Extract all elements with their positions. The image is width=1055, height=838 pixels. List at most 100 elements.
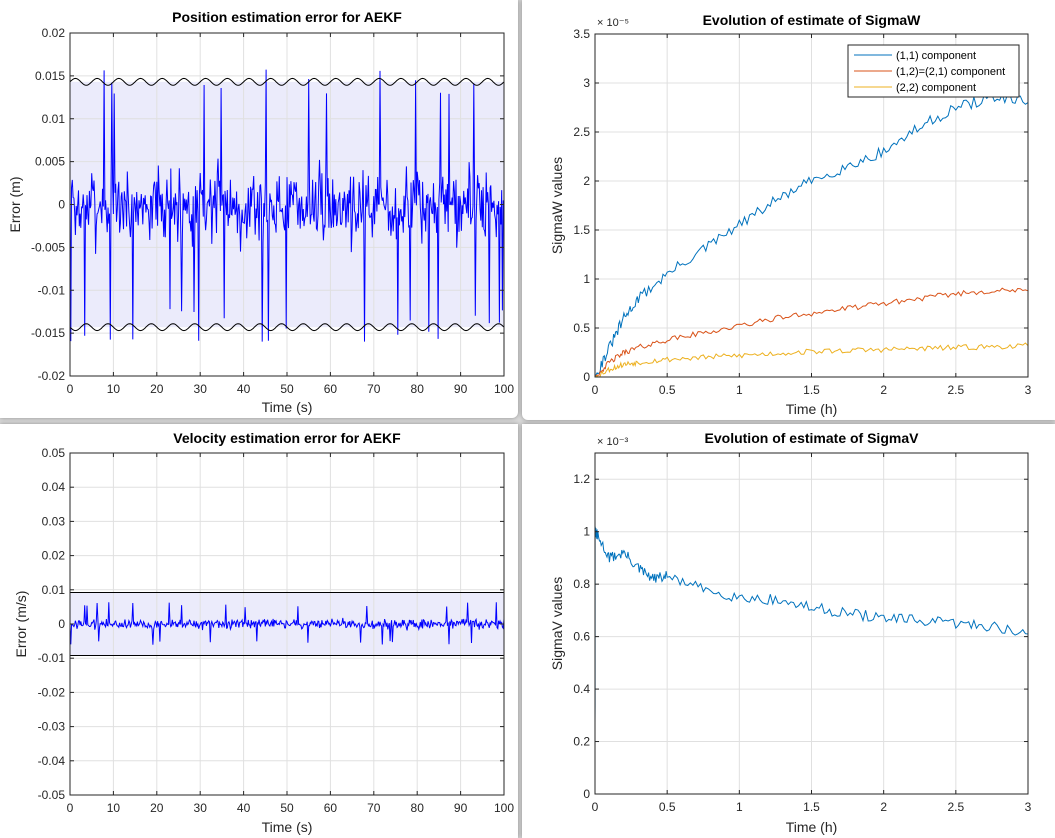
y-tick-label: -0.005 xyxy=(31,240,65,254)
y-tick-label: 0.6 xyxy=(573,630,590,644)
x-tick-label: 50 xyxy=(280,801,294,815)
legend-label-2: (1,2)=(2,1) component xyxy=(896,66,1005,78)
x-tick-label: 20 xyxy=(150,382,164,396)
y-tick-label: 3 xyxy=(583,76,590,90)
y-axis-label: Error (m/s) xyxy=(13,591,29,658)
x-tick-label: 70 xyxy=(367,801,381,815)
series-line-1 xyxy=(594,526,1029,794)
x-tick-label: 0 xyxy=(67,801,74,815)
legend-label-1: (1,1) component xyxy=(896,50,976,62)
series-line-3 xyxy=(594,342,1029,378)
series-line-2 xyxy=(594,287,1029,378)
error-trace xyxy=(69,69,505,342)
y-tick-label: -0.01 xyxy=(38,651,66,665)
y-tick-label: 0.02 xyxy=(42,26,66,40)
y-axis-label: SigmaV values xyxy=(549,577,565,670)
y-tick-label: 1 xyxy=(583,272,590,286)
x-tick-label: 50 xyxy=(280,382,294,396)
x-tick-label: 70 xyxy=(367,382,381,396)
y-exponent-label: × 10⁻⁵ xyxy=(597,17,629,29)
x-axis-label: Time (s) xyxy=(262,819,313,835)
x-tick-label: 0 xyxy=(592,800,599,814)
y-tick-label: 0.005 xyxy=(35,155,65,169)
error-trace xyxy=(69,602,505,645)
upper-bound-line xyxy=(69,77,505,86)
y-tick-label: 0.03 xyxy=(42,514,66,528)
y-tick-label: 0.01 xyxy=(42,583,66,597)
y-tick-label: 0.8 xyxy=(573,577,590,591)
x-tick-label: 30 xyxy=(194,382,208,396)
y-tick-label: -0.01 xyxy=(38,283,66,297)
x-tick-label: 30 xyxy=(194,801,208,815)
x-tick-label: 1.5 xyxy=(803,383,820,397)
x-tick-label: 1 xyxy=(736,800,743,814)
y-tick-label: 2.5 xyxy=(573,125,590,139)
legend: (1,1) component (1,2)=(2,1) component (2,2… xyxy=(847,44,1020,98)
y-axis-label: Error (m) xyxy=(7,177,23,233)
x-tick-label: 40 xyxy=(237,382,251,396)
y-tick-label: 0.4 xyxy=(573,682,590,696)
y-tick-label: 0.05 xyxy=(42,446,66,460)
x-tick-label: 40 xyxy=(237,801,251,815)
series-line-1 xyxy=(594,93,1029,378)
x-tick-label: 2.5 xyxy=(947,800,964,814)
x-tick-label: 100 xyxy=(494,801,514,815)
x-tick-label: 3 xyxy=(1025,383,1032,397)
x-tick-label: 60 xyxy=(324,382,338,396)
x-tick-label: 2.5 xyxy=(947,383,964,397)
position-error-panel: 0 10 20 30 40 50 60 70 80 90 100 -0.02 -0.015 -0.01 -0… xyxy=(0,0,518,418)
x-tick-label: 60 xyxy=(324,801,338,815)
y-tick-label: -0.04 xyxy=(38,754,66,768)
y-tick-label: 2 xyxy=(583,174,590,188)
y-tick-label: 0 xyxy=(58,198,65,212)
x-tick-label: 90 xyxy=(454,801,468,815)
sigmav-chart: 0 0.5 1 1.5 2 2.5 3 0 0.2 0.4 0.6 0.8 1 1.2 × 10⁻³ Evol… xyxy=(549,430,1032,835)
x-tick-label: 0 xyxy=(67,382,74,396)
y-tick-label: 1 xyxy=(583,525,590,539)
y-axis-label: SigmaW values xyxy=(549,157,565,254)
velocity-error-panel: 0 10 20 30 40 50 60 70 80 90 100 -0.05 -0.04 -0.03 -0.… xyxy=(0,424,518,838)
y-tick-label: 0.01 xyxy=(42,112,66,126)
velocity-error-chart: 0 10 20 30 40 50 60 70 80 90 100 -0.05 -0.04 -0.03 -0.… xyxy=(13,430,514,835)
x-tick-label: 0.5 xyxy=(659,800,676,814)
y-tick-label: 0.5 xyxy=(573,321,590,335)
x-tick-label: 2 xyxy=(880,800,887,814)
y-tick-label: 0.04 xyxy=(42,480,66,494)
x-tick-label: 10 xyxy=(107,801,121,815)
sigmav-panel: 0 0.5 1 1.5 2 2.5 3 0 0.2 0.4 0.6 0.8 1 1.2 × 10⁻³ Evol… xyxy=(522,424,1055,838)
x-tick-label: 80 xyxy=(411,801,425,815)
position-error-chart: 0 10 20 30 40 50 60 70 80 90 100 -0.02 -0.015 -0.01 -0… xyxy=(7,9,514,415)
y-tick-label: 1.5 xyxy=(573,223,590,237)
chart-title: Position estimation error for AEKF xyxy=(172,9,402,25)
x-tick-label: 80 xyxy=(411,382,425,396)
x-tick-label: 1 xyxy=(736,383,743,397)
y-tick-label: 0.015 xyxy=(35,69,65,83)
y-tick-label: 0.2 xyxy=(573,735,590,749)
y-tick-label: 3.5 xyxy=(573,27,590,41)
y-tick-label: -0.05 xyxy=(38,788,66,802)
legend-label-3: (2,2) component xyxy=(896,82,976,94)
y-tick-label: -0.015 xyxy=(31,326,65,340)
y-tick-label: -0.03 xyxy=(38,720,66,734)
chart-title: Evolution of estimate of SigmaW xyxy=(703,12,922,28)
y-tick-label: -0.02 xyxy=(38,685,66,699)
chart-title: Evolution of estimate of SigmaV xyxy=(705,430,920,446)
y-tick-label: 0 xyxy=(583,787,590,801)
x-tick-label: 2 xyxy=(880,383,887,397)
sigmaw-panel: 0 0.5 1 1.5 2 2.5 3 0 0.5 1 1.5 2 2.5 3 3.5 × 10⁻⁵ Evolu… xyxy=(522,0,1055,420)
x-axis-label: Time (h) xyxy=(786,819,838,835)
y-exponent-label: × 10⁻³ xyxy=(597,436,629,448)
x-tick-label: 90 xyxy=(454,382,468,396)
chart-title: Velocity estimation error for AEKF xyxy=(173,430,401,446)
sigmaw-chart: 0 0.5 1 1.5 2 2.5 3 0 0.5 1 1.5 2 2.5 3 3.5 × 10⁻⁵ Evolu… xyxy=(549,12,1032,417)
x-axis-label: Time (s) xyxy=(262,399,313,415)
x-tick-label: 0 xyxy=(592,383,599,397)
x-tick-label: 3 xyxy=(1025,800,1032,814)
y-tick-label: 0 xyxy=(58,617,65,631)
x-tick-label: 100 xyxy=(494,382,514,396)
y-tick-label: 0.02 xyxy=(42,549,66,563)
x-tick-label: 1.5 xyxy=(803,800,820,814)
y-tick-label: 0 xyxy=(583,370,590,384)
y-tick-label: -0.02 xyxy=(38,369,66,383)
x-tick-label: 0.5 xyxy=(659,383,676,397)
